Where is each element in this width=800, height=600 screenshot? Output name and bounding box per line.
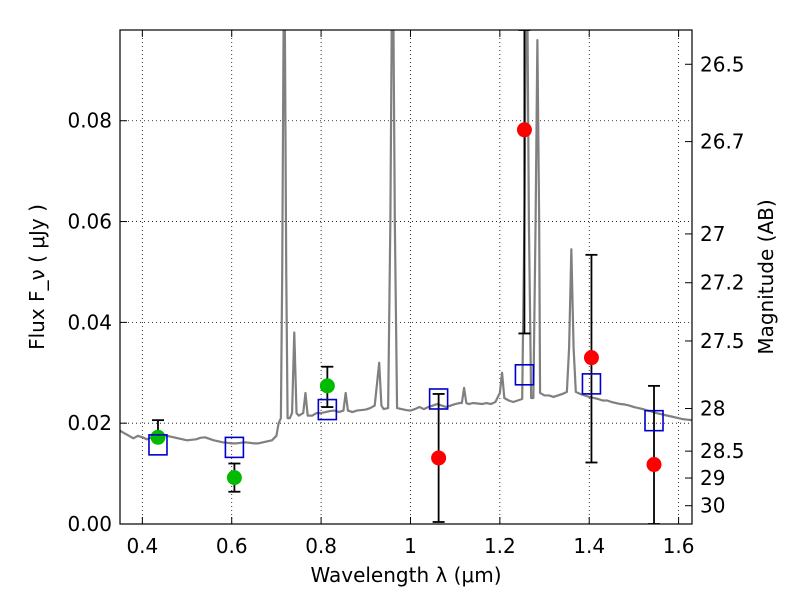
y-tick-label: 0.02	[67, 411, 112, 435]
y-tick-label: 0.06	[67, 210, 112, 234]
green-data-point	[150, 429, 166, 445]
y-right-tick-label: 29	[700, 466, 725, 490]
x-tick-label: 0.6	[216, 534, 248, 558]
grid-layer	[120, 30, 692, 525]
model-square	[581, 373, 602, 395]
y-axis-right-label: Magnitude (AB)	[754, 199, 778, 354]
model-square	[514, 363, 535, 386]
x-tick-label: 1	[404, 534, 417, 558]
y-right-tick-label: 27.5	[700, 329, 745, 353]
y-axis-label: Flux F_ν ( μJy )	[25, 204, 49, 350]
x-tick-label: 0.8	[305, 534, 337, 558]
y-right-tick-label: 28.5	[700, 439, 745, 463]
y-tick-label: 0.08	[67, 109, 112, 133]
x-tick-label: 1.4	[573, 534, 605, 558]
plot-frame	[119, 29, 693, 525]
green-data-point	[319, 378, 335, 394]
x-tick-label: 0.4	[126, 534, 158, 558]
model-square	[428, 388, 449, 410]
y-right-tick-label: 27	[700, 222, 725, 246]
red-data-point	[516, 122, 532, 138]
y-right-tick-label: 26.7	[700, 130, 745, 154]
x-tick-label: 1.6	[663, 534, 695, 558]
model-square	[148, 434, 168, 456]
y-tick-label: 0.04	[67, 310, 112, 334]
y-right-tick-label: 27.2	[700, 271, 745, 295]
red-data-point	[583, 350, 599, 366]
x-tick-label: 1.2	[484, 534, 516, 558]
y-tick-label: 0.00	[67, 512, 112, 536]
green-data-point	[226, 470, 242, 486]
model-square	[317, 398, 338, 421]
y-right-tick-label: 30	[700, 494, 725, 518]
y-right-tick-label: 28	[700, 397, 725, 421]
plot-layer	[120, 30, 692, 524]
label-layer: 0.4 0.6 0.8 1 1.2 1.4 1.6 0.00 0.02 0.04 0.06 0.08 2…	[67, 52, 744, 558]
red-data-point	[646, 457, 662, 473]
tick-layer	[120, 30, 692, 525]
model-square	[224, 436, 245, 459]
red-data-point	[431, 450, 447, 466]
model-square	[644, 409, 664, 432]
y-right-tick-label: 26.5	[700, 52, 745, 76]
x-axis-label: Wavelength λ (μm)	[310, 563, 501, 587]
spectrum-line	[120, 30, 692, 445]
